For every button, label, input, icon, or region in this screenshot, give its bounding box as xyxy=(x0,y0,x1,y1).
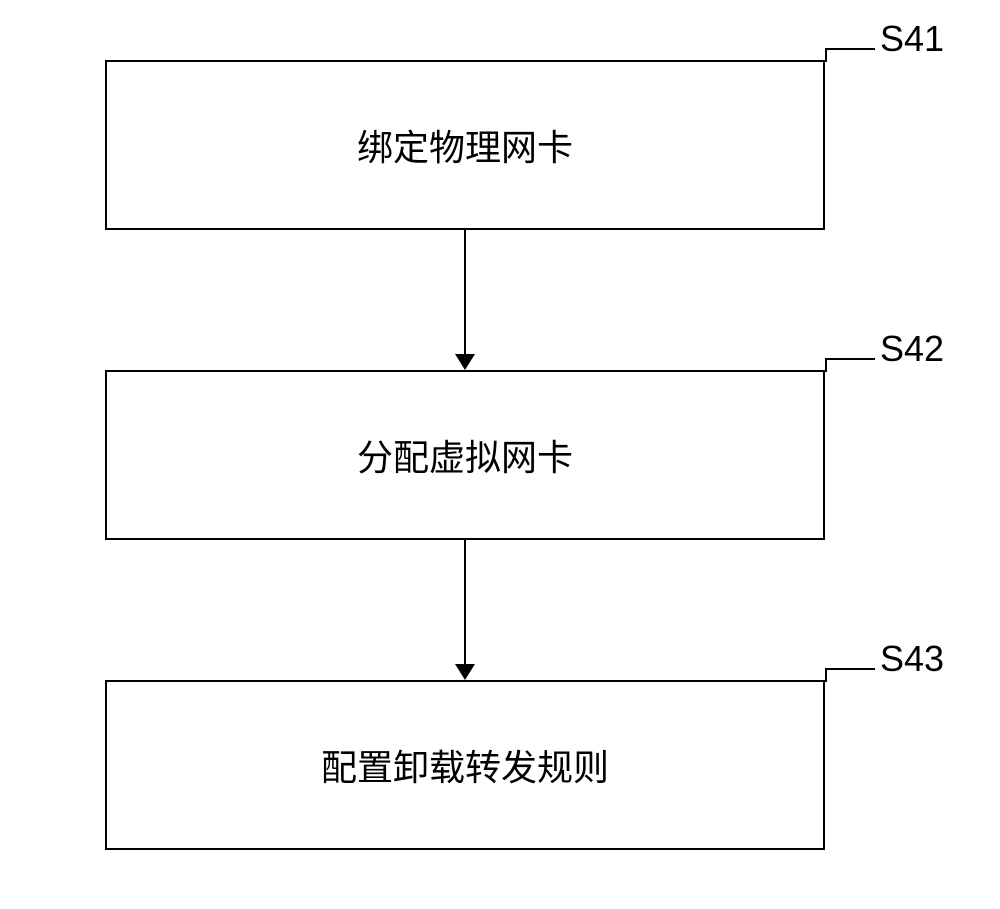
flow-box-text-s43: 配置卸载转发规则 xyxy=(321,739,609,791)
flowchart-container: 绑定物理网卡 S41 分配虚拟网卡 S42 配置卸载转发规则 S43 xyxy=(0,0,1000,909)
step-label-s41: S41 xyxy=(880,18,944,60)
label-connector-s41 xyxy=(825,48,875,62)
flow-box-s41: 绑定物理网卡 xyxy=(105,60,825,230)
arrow-line-1 xyxy=(464,230,466,354)
label-connector-s43 xyxy=(825,668,875,682)
flow-box-text-s41: 绑定物理网卡 xyxy=(357,119,573,171)
flow-box-s43: 配置卸载转发规则 xyxy=(105,680,825,850)
flow-box-s42: 分配虚拟网卡 xyxy=(105,370,825,540)
arrow-head-2 xyxy=(455,664,475,680)
step-label-s43: S43 xyxy=(880,638,944,680)
arrow-head-1 xyxy=(455,354,475,370)
flow-box-text-s42: 分配虚拟网卡 xyxy=(357,429,573,481)
step-label-s42: S42 xyxy=(880,328,944,370)
arrow-line-2 xyxy=(464,540,466,664)
label-connector-s42 xyxy=(825,358,875,372)
